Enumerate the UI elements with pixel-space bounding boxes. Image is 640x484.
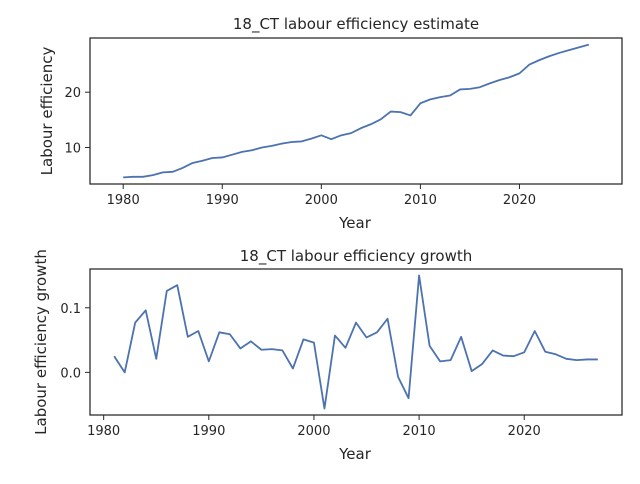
plot-area [113, 274, 598, 410]
x-ticks: 1980 1990 2000 2010 2020 [87, 415, 541, 439]
y-axis-label: Labour efficiency growth [32, 249, 50, 435]
series-line [123, 43, 590, 179]
x-tick-label: 2000 [297, 424, 330, 439]
plot-area [123, 43, 590, 179]
axes-frame [89, 268, 623, 416]
x-axis-label: Year [338, 445, 372, 463]
x-axis-label: Year [338, 214, 372, 232]
x-tick-label: 1990 [192, 424, 225, 439]
panel-growth: 18_CT labour efficiency growth Year Labo… [32, 247, 623, 463]
panel-estimate: 18_CT labour efficiency estimate Year La… [38, 15, 623, 232]
x-tick-label: 2010 [404, 193, 437, 208]
chart-title: 18_CT labour efficiency estimate [233, 15, 479, 34]
x-ticks: 1980 1990 2000 2010 2020 [107, 184, 536, 208]
chart-title: 18_CT labour efficiency growth [240, 247, 472, 266]
y-tick-label: 10 [64, 142, 81, 157]
x-tick-label: 1980 [87, 424, 120, 439]
x-tick-label: 2000 [305, 193, 338, 208]
series-line [113, 274, 598, 410]
x-tick-label: 2020 [508, 424, 541, 439]
x-tick-label: 2020 [503, 193, 536, 208]
y-ticks: 10 20 [64, 86, 90, 157]
x-tick-label: 1980 [107, 193, 140, 208]
y-axis-label: Labour efficiency [38, 47, 56, 176]
y-tick-label: 0.1 [60, 302, 81, 317]
x-tick-label: 2010 [403, 424, 436, 439]
y-tick-label: 0.0 [60, 366, 81, 381]
y-ticks: 0.0 0.1 [60, 302, 90, 381]
y-tick-label: 20 [64, 86, 81, 101]
axes-frame [89, 37, 623, 185]
x-tick-label: 1990 [206, 193, 239, 208]
